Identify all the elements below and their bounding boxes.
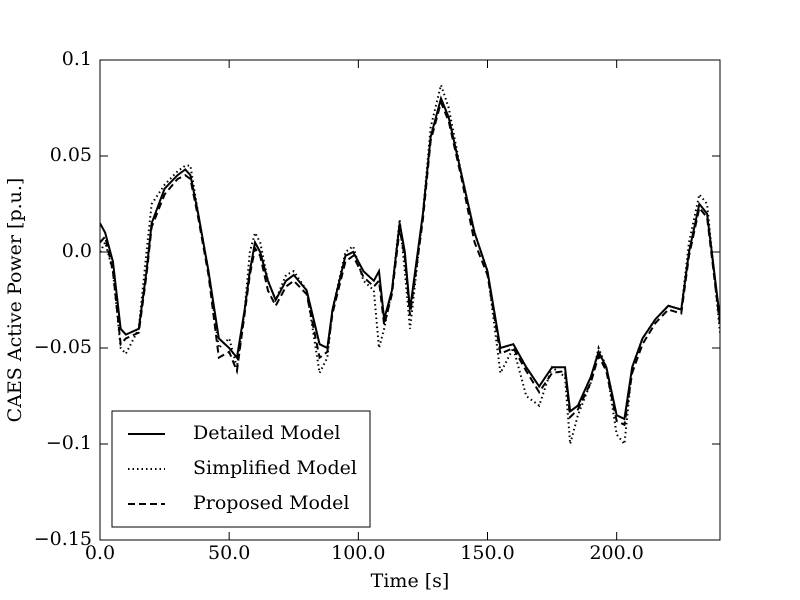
- y-axis-label: CAES Active Power [p.u.]: [4, 178, 26, 423]
- x-tick-label: 200.0: [589, 542, 643, 564]
- y-tick-label: 0.1: [62, 48, 92, 70]
- y-tick-label: 0.05: [50, 144, 92, 166]
- x-tick-label: 50.0: [208, 542, 250, 564]
- legend-label: Proposed Model: [193, 492, 349, 514]
- x-tick-label: 100.0: [331, 542, 385, 564]
- legend-label: Simplified Model: [193, 457, 357, 479]
- y-tick-label: −0.05: [34, 336, 92, 358]
- x-tick-label: 150.0: [460, 542, 514, 564]
- y-tick-label: −0.15: [34, 528, 92, 550]
- series-line: [100, 81, 720, 447]
- series-line: [100, 99, 720, 427]
- y-tick-label: 0.0: [62, 240, 92, 262]
- x-tick-label: 0.0: [85, 542, 115, 564]
- legend-label: Detailed Model: [193, 422, 340, 444]
- series-line: [100, 95, 720, 421]
- plot-frame: [99, 59, 721, 541]
- x-axis-label: Time [s]: [371, 570, 450, 592]
- y-tick-label: −0.1: [46, 432, 92, 454]
